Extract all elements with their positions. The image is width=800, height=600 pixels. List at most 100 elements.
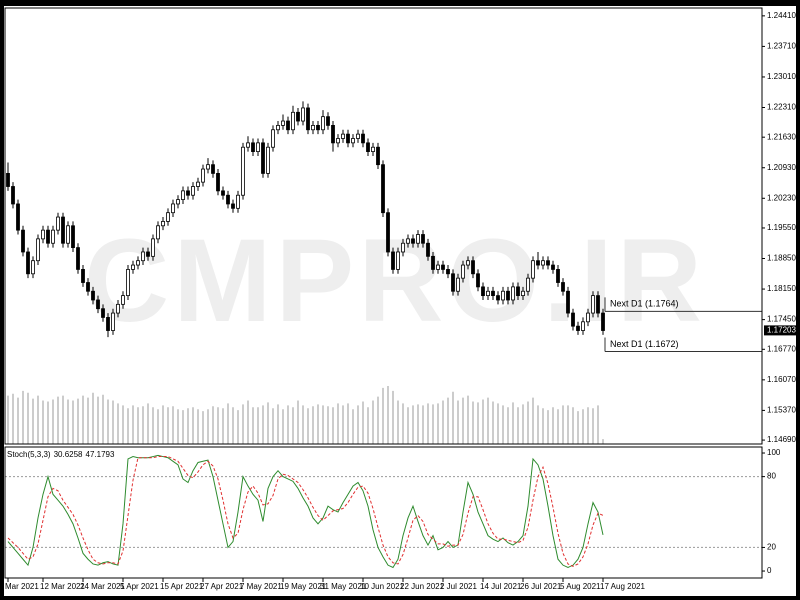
candle-body: [266, 146, 270, 174]
y-tick-label: 1.15370: [767, 406, 796, 415]
candle-body: [556, 269, 560, 283]
candle-body: [576, 325, 580, 331]
candle-body: [161, 221, 165, 227]
candle-body: [526, 277, 530, 292]
candle-body: [81, 269, 85, 283]
y-tick-label: 1.24410: [767, 11, 796, 20]
y-tick-label: 1.17450: [767, 315, 796, 324]
candle-body: [536, 260, 540, 266]
price-panel-border: [4, 7, 763, 445]
y-tick-label: 0: [767, 566, 772, 575]
y-tick-label: 1.16070: [767, 375, 796, 384]
candle-body: [546, 260, 550, 266]
candle-body: [226, 194, 230, 205]
candle-body: [291, 111, 295, 131]
candle-body: [141, 251, 145, 262]
candle-body: [91, 290, 95, 301]
y-tick-label: 1.23010: [767, 72, 796, 81]
candle-body: [531, 260, 535, 279]
candle-body: [191, 186, 195, 196]
y-tick-label: 1.21630: [767, 132, 796, 141]
candle-body: [111, 312, 115, 331]
candle-body: [56, 216, 60, 231]
candle-body: [211, 164, 215, 174]
candle-body: [446, 269, 450, 275]
candle-body: [586, 312, 590, 323]
indicator-value: 47.1793: [86, 450, 115, 459]
x-tick-label: 12 Mar 2021: [40, 582, 85, 591]
candle-body: [371, 146, 375, 152]
y-tick-label: 1.18150: [767, 284, 796, 293]
x-tick-label: 17 Aug 2021: [600, 582, 645, 591]
candle-body: [341, 133, 345, 139]
candle-body: [151, 238, 155, 257]
candle-body: [516, 286, 520, 297]
candle-body: [116, 303, 120, 314]
candle-body: [121, 295, 125, 305]
candle-body: [316, 125, 320, 131]
candle-body: [76, 247, 80, 270]
candle-body: [136, 260, 140, 266]
candle-body: [46, 229, 50, 244]
candle-body: [86, 282, 90, 292]
candle-body: [296, 111, 300, 122]
candle-body: [216, 173, 220, 192]
y-tick-label: 20: [767, 543, 776, 552]
candle-body: [131, 264, 135, 270]
candle-body: [471, 260, 475, 275]
candle-body: [156, 225, 160, 240]
x-tick-label: 27 Apr 2021: [200, 582, 244, 591]
candle-body: [551, 264, 555, 270]
candle-body: [196, 181, 200, 187]
background-layer: CMPRO.IR: [7, 215, 706, 444]
y-tick-label: 1.19550: [767, 223, 796, 232]
candle-body: [511, 286, 515, 301]
candle-body: [101, 308, 105, 318]
candle-body: [381, 164, 385, 214]
candle-body: [476, 273, 480, 288]
y-tick-label: 1.18850: [767, 254, 796, 263]
candle-body: [401, 242, 405, 253]
candle-body: [256, 142, 260, 152]
watermark: CMPRO.IR: [84, 215, 706, 347]
x-tick-label: 5 Apr 2021: [120, 582, 159, 591]
y-tick-label: 1.16770: [767, 344, 796, 353]
candle-body: [186, 190, 190, 196]
candle-body: [376, 146, 380, 166]
x-tick-label: 22 Jun 2021: [400, 582, 445, 591]
candle-body: [406, 238, 410, 244]
current-price-box: [764, 325, 797, 336]
candle-body: [386, 212, 390, 253]
candle-body: [221, 190, 225, 196]
candle-body: [26, 251, 30, 275]
candle-body: [251, 142, 255, 152]
candle-body: [601, 312, 605, 331]
x-tick-label: 7 May 2021: [240, 582, 282, 591]
x-tick-label: 2 Jul 2021: [440, 582, 477, 591]
candle-body: [176, 199, 180, 205]
candle-body: [366, 142, 370, 152]
candle-body: [391, 251, 395, 270]
y-tick-label: 80: [767, 472, 776, 481]
indicator-name: Stoch(5,3,3): [7, 450, 51, 459]
candle-body: [346, 133, 350, 144]
candle-body: [581, 321, 585, 331]
candle-body: [416, 234, 420, 244]
x-tick-label: 31 May 2021: [320, 582, 367, 591]
candle-body: [331, 125, 335, 144]
candle-body: [241, 146, 245, 196]
candle-body: [436, 264, 440, 270]
y-tick-label: 1.23710: [767, 42, 796, 51]
candle-body: [11, 186, 15, 205]
candle-body: [351, 138, 355, 144]
candle-body: [451, 273, 455, 292]
candle-body: [281, 120, 285, 126]
x-tick-label: 26 Jul 2021: [520, 582, 562, 591]
candle-body: [261, 142, 265, 174]
candle-body: [6, 173, 10, 187]
stoch-panel-border: [4, 446, 763, 579]
y-tick-label: 1.20230: [767, 193, 796, 202]
indicator-value: 30.6258: [54, 450, 83, 459]
